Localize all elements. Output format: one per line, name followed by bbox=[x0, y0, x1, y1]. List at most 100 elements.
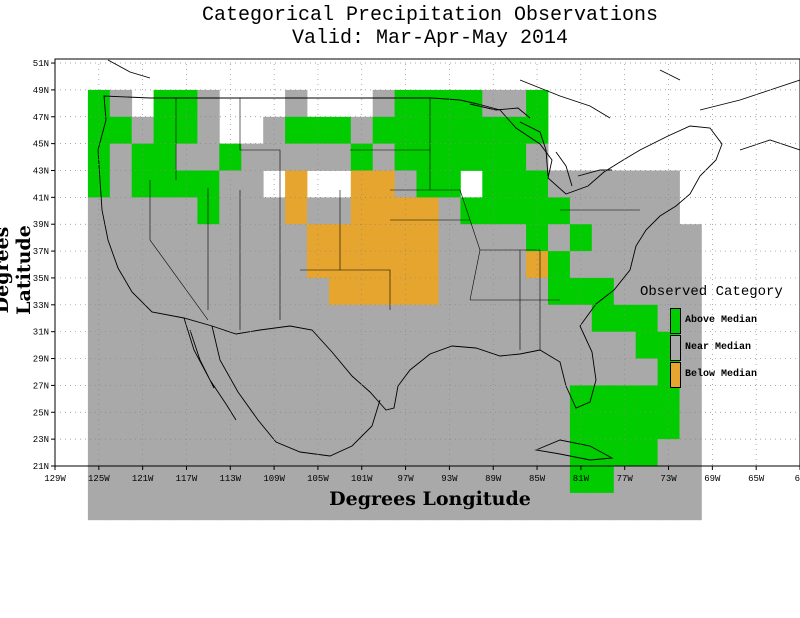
category-cell bbox=[504, 385, 527, 413]
category-cell bbox=[285, 251, 308, 279]
category-cell bbox=[328, 116, 352, 145]
category-cell bbox=[526, 89, 549, 118]
category-cell bbox=[526, 412, 549, 440]
category-cell bbox=[416, 412, 439, 440]
category-cell bbox=[613, 224, 637, 252]
category-cell bbox=[548, 358, 571, 386]
category-cell bbox=[635, 358, 658, 386]
category-cell bbox=[307, 197, 330, 225]
category-cell bbox=[438, 143, 461, 171]
category-cell bbox=[394, 439, 417, 467]
category-cell bbox=[153, 358, 176, 386]
x-tick-label: 113W bbox=[219, 474, 241, 484]
category-cell bbox=[591, 331, 615, 359]
category-cell bbox=[328, 304, 352, 333]
category-cell bbox=[197, 331, 220, 359]
category-cell bbox=[526, 224, 549, 252]
category-cell bbox=[307, 412, 330, 440]
x-tick-label: 121W bbox=[132, 474, 154, 484]
category-cell bbox=[197, 412, 220, 440]
category-cell bbox=[394, 197, 417, 225]
category-cell bbox=[460, 331, 483, 359]
x-tick-label: 105W bbox=[307, 474, 329, 484]
category-cell bbox=[548, 466, 571, 494]
category-cell bbox=[372, 304, 395, 333]
x-axis-label: Degrees Longitude bbox=[329, 488, 531, 510]
category-cell bbox=[504, 197, 527, 225]
category-cell bbox=[394, 116, 417, 145]
map-title-line1: Categorical Precipitation Observations bbox=[201, 4, 659, 27]
cuba-outline bbox=[534, 439, 614, 461]
category-cell bbox=[263, 143, 286, 171]
category-cell bbox=[285, 385, 308, 413]
category-cell bbox=[109, 466, 133, 494]
category-cell bbox=[438, 277, 461, 306]
category-cell bbox=[526, 197, 549, 225]
category-cell bbox=[591, 304, 615, 333]
category-cell bbox=[416, 224, 439, 252]
category-cell bbox=[219, 143, 242, 171]
x-tick-label: 77W bbox=[617, 474, 634, 484]
category-cell bbox=[504, 439, 527, 467]
x-tick-label: 109W bbox=[263, 474, 285, 484]
y-tick-label: 25N bbox=[33, 408, 49, 418]
category-cell bbox=[263, 412, 286, 440]
category-cell bbox=[87, 412, 111, 440]
category-cell bbox=[416, 251, 439, 279]
state-lines bbox=[149, 98, 640, 350]
category-cell bbox=[482, 89, 505, 118]
category-cell bbox=[613, 277, 637, 306]
canada-shore bbox=[107, 59, 800, 151]
category-cell bbox=[263, 466, 286, 494]
category-cell bbox=[548, 492, 571, 521]
category-cell bbox=[350, 143, 374, 171]
category-cell bbox=[613, 466, 637, 494]
category-cell bbox=[613, 439, 637, 467]
category-cell bbox=[285, 412, 308, 440]
category-cell bbox=[526, 143, 549, 171]
category-cell bbox=[438, 412, 461, 440]
category-cell bbox=[482, 492, 505, 521]
category-cell bbox=[285, 331, 308, 359]
category-cell bbox=[175, 224, 198, 252]
category-cell bbox=[87, 89, 111, 118]
category-cell bbox=[416, 197, 439, 225]
category-cell bbox=[328, 492, 352, 521]
category-cell bbox=[504, 277, 527, 306]
legend-label-near: Near Median bbox=[685, 342, 752, 353]
category-cell bbox=[460, 143, 483, 171]
category-cell bbox=[175, 358, 198, 386]
category-cell bbox=[153, 439, 176, 467]
category-cell bbox=[241, 251, 264, 279]
category-cell bbox=[372, 277, 395, 306]
category-cell bbox=[438, 224, 461, 252]
y-tick-label: 35N bbox=[33, 274, 49, 284]
category-cell bbox=[241, 224, 264, 252]
category-cell bbox=[569, 224, 593, 252]
category-cell bbox=[241, 412, 264, 440]
category-cell bbox=[131, 304, 154, 333]
category-cell bbox=[87, 143, 111, 171]
category-cell bbox=[109, 439, 133, 467]
category-cell bbox=[657, 224, 680, 252]
category-cell bbox=[438, 358, 461, 386]
category-cell bbox=[460, 492, 483, 521]
category-cell bbox=[482, 304, 505, 333]
category-cell bbox=[350, 466, 374, 494]
category-cell bbox=[241, 492, 264, 521]
category-cell bbox=[372, 143, 395, 171]
category-cell bbox=[197, 143, 220, 171]
category-cell bbox=[175, 143, 198, 171]
y-axis-ticks: 21N 23N 25N 27N 29N 31N 33N 35N 37N 39N 41N 43N 45N 4… bbox=[33, 59, 55, 472]
category-cell bbox=[548, 412, 571, 440]
category-cell bbox=[109, 170, 133, 198]
category-cell bbox=[285, 358, 308, 386]
category-cell bbox=[372, 331, 395, 359]
x-tick-label: 65W bbox=[748, 474, 765, 484]
category-cell bbox=[197, 170, 220, 198]
category-cell bbox=[350, 197, 374, 225]
category-cell bbox=[109, 412, 133, 440]
x-tick-label: 101W bbox=[351, 474, 373, 484]
category-cell bbox=[197, 277, 220, 306]
category-cell bbox=[131, 197, 154, 225]
